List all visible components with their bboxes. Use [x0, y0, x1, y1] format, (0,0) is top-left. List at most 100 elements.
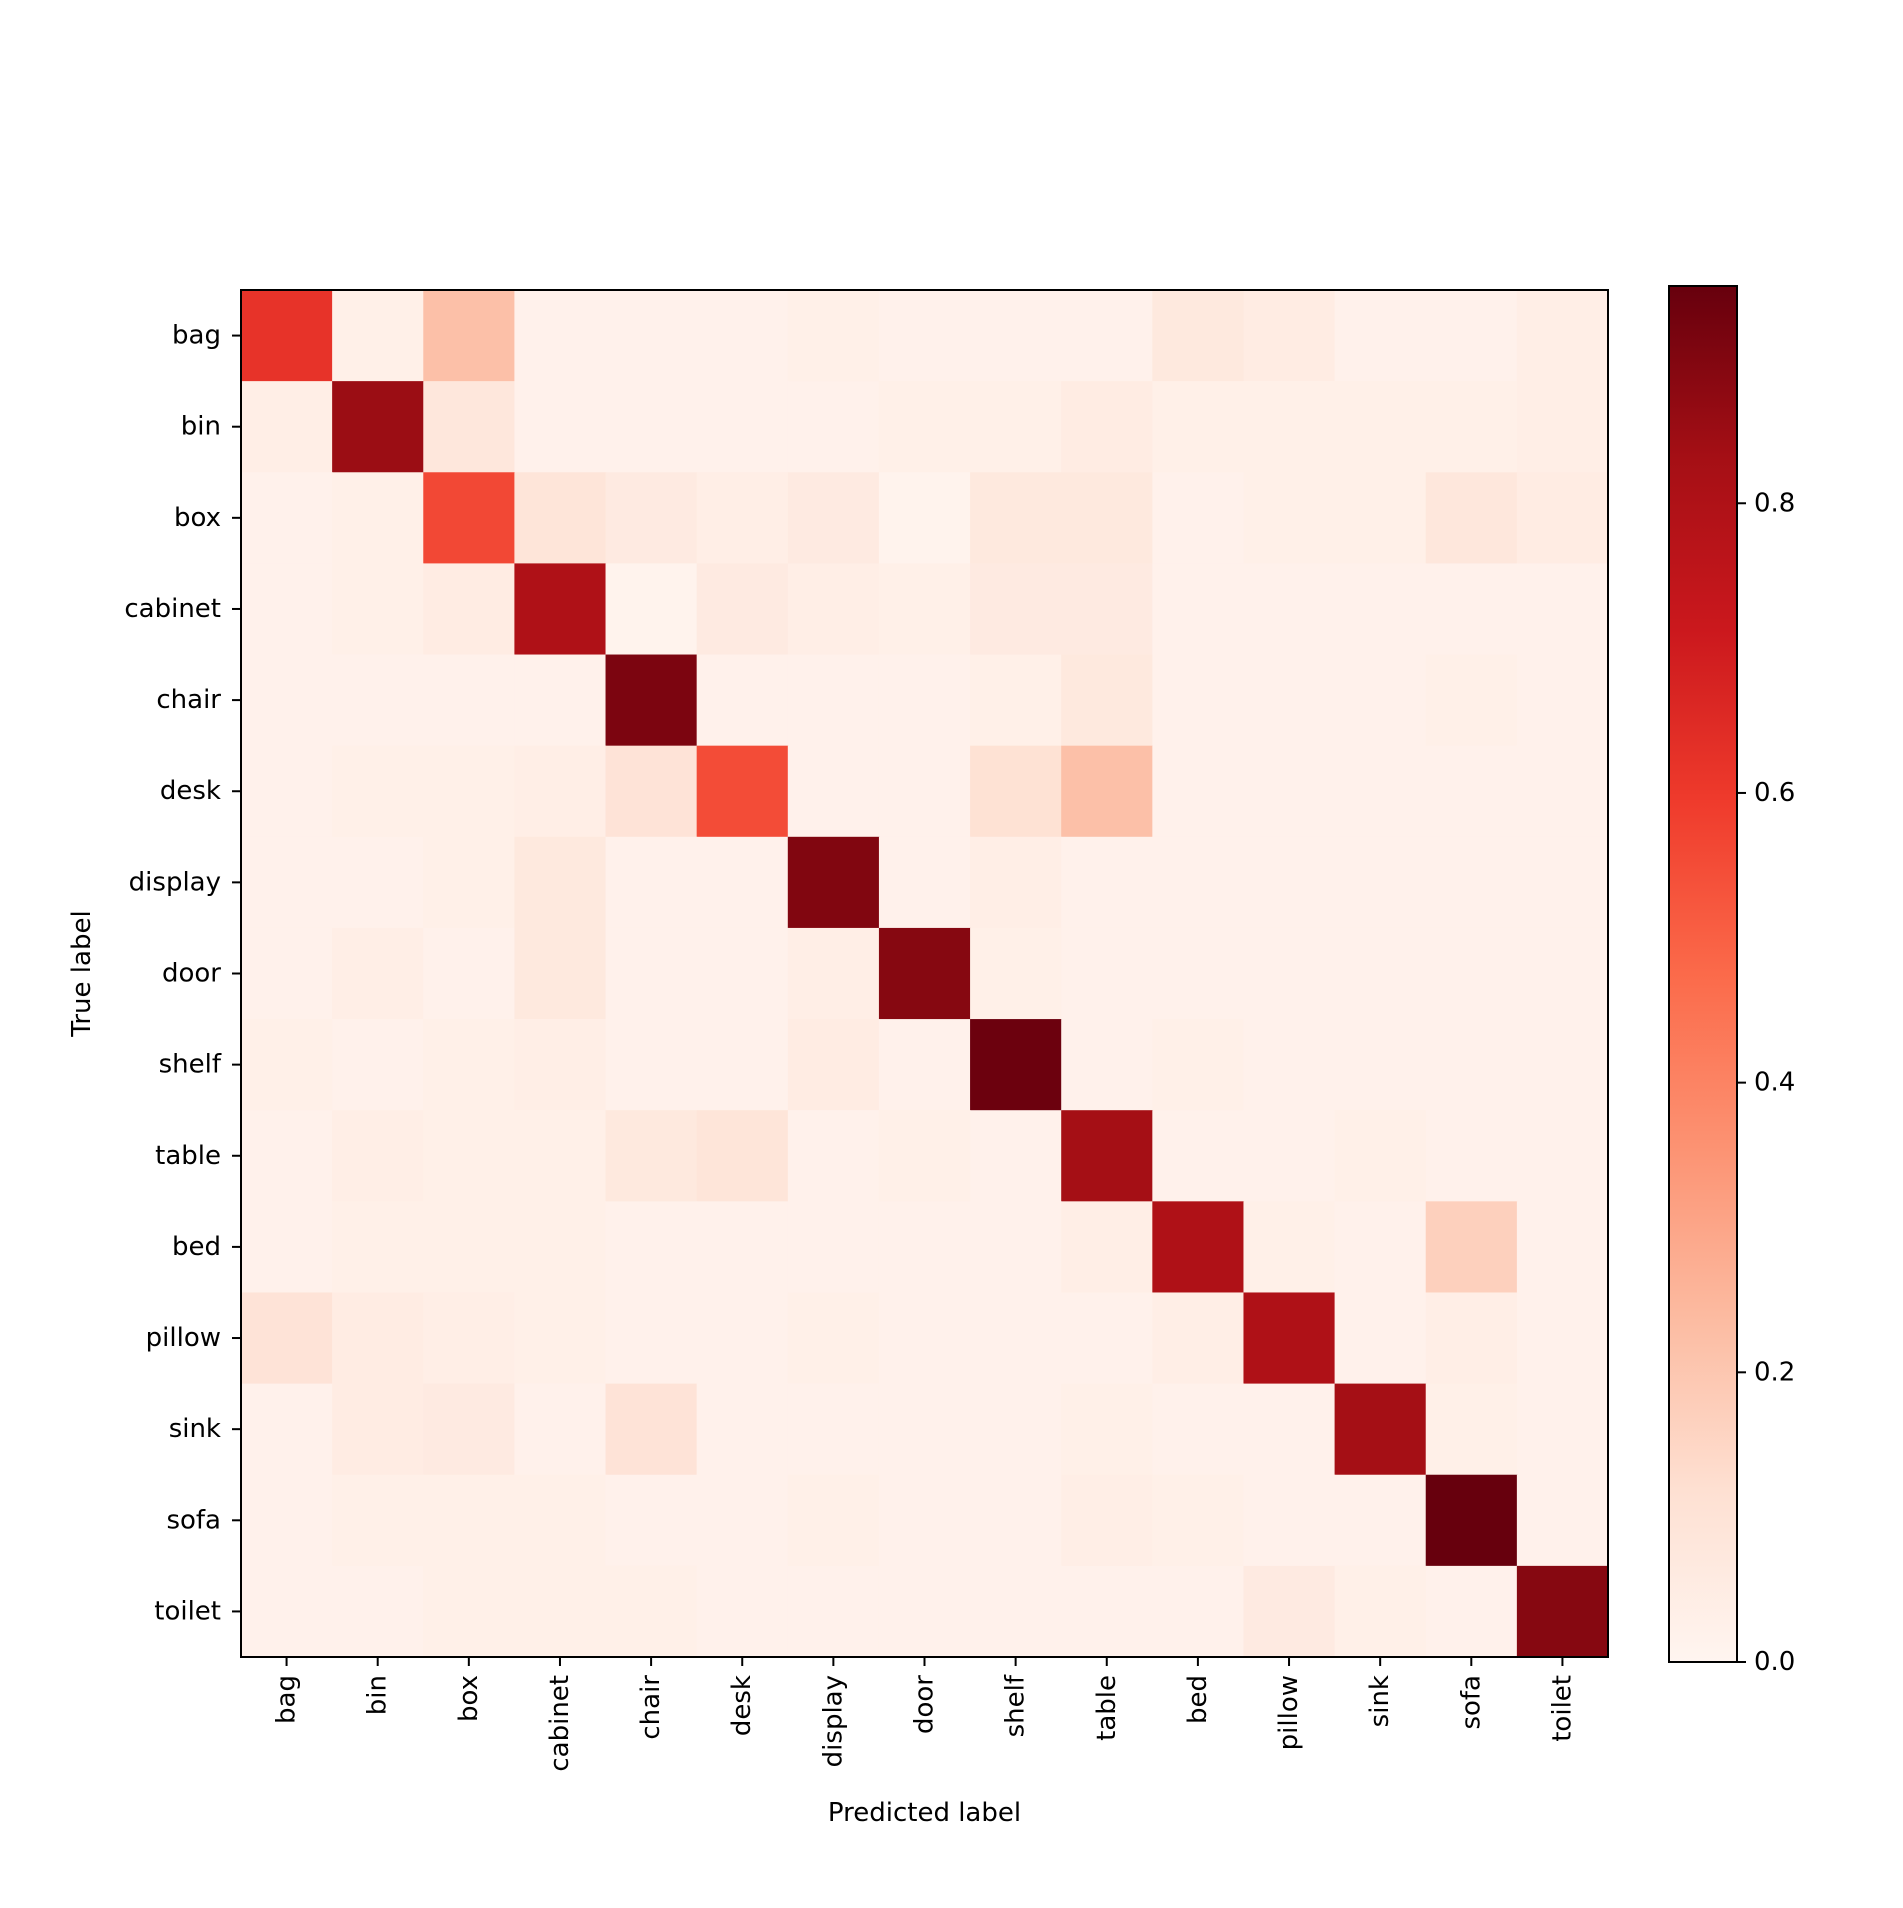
heatmap-cell-door-table — [1061, 927, 1153, 1020]
heatmap-cell-display-door — [878, 836, 971, 929]
heatmap-cell-toilet-display — [787, 1565, 880, 1658]
heatmap-cell-bag-bed — [1152, 290, 1245, 382]
heatmap-cell-pillow-door — [878, 1292, 971, 1385]
heatmap-cell-display-box — [423, 836, 515, 929]
heatmap-cell-door-bed — [1152, 927, 1245, 1020]
y-tick-label-sink: sink — [169, 1414, 221, 1444]
heatmap-cell-pillow-box — [423, 1292, 515, 1385]
y-axis-ticks: bag bin box cabinet chair desk display door shel… — [124, 321, 241, 1626]
heatmap-cell-display-desk — [696, 836, 789, 929]
x-tick-label-sofa: sofa — [1456, 1675, 1486, 1730]
x-tick-label-chair: chair — [636, 1675, 666, 1740]
heatmap-cell-shelf-cabinet — [514, 1019, 607, 1111]
heatmap-cell-pillow-sink — [1334, 1292, 1427, 1385]
heatmap-cell-desk-sofa — [1425, 745, 1518, 838]
heatmap-cell-pillow-bag — [241, 1292, 333, 1385]
heatmap-cell-door-shelf — [970, 927, 1062, 1020]
heatmap-cell-sink-cabinet — [514, 1383, 607, 1476]
heatmap-cell-chair-bag — [241, 654, 333, 747]
heatmap-cell-sofa-chair — [605, 1474, 698, 1567]
heatmap-cell-shelf-sink — [1334, 1019, 1427, 1111]
heatmap-cell-display-sink — [1334, 836, 1427, 929]
heatmap-cell-table-bin — [332, 1110, 424, 1202]
heatmap-cell-bed-shelf — [970, 1201, 1062, 1294]
heatmap-cell-bag-sink — [1334, 290, 1427, 382]
heatmap-cell-desk-bin — [332, 745, 424, 838]
heatmap-cell-desk-sink — [1334, 745, 1427, 838]
x-axis-label: Predicted label — [828, 1798, 1021, 1828]
heatmap-cell-chair-sink — [1334, 654, 1427, 747]
heatmap-cell-cabinet-table — [1061, 563, 1153, 656]
heatmap-cell-bag-bag — [241, 290, 333, 382]
heatmap-cell-pillow-shelf — [970, 1292, 1062, 1385]
heatmap-cell-display-chair — [605, 836, 698, 929]
heatmap-cell-shelf-bin — [332, 1019, 424, 1111]
heatmap-cell-bed-sofa — [1425, 1201, 1518, 1294]
heatmap-cell-bed-sink — [1334, 1201, 1427, 1294]
heatmap-cell-sink-bag — [241, 1383, 333, 1476]
heatmap-cell-box-table — [1061, 472, 1153, 564]
heatmap-cell-sink-table — [1061, 1383, 1153, 1476]
heatmap-cell-bag-door — [878, 290, 971, 382]
heatmap-cell-door-cabinet — [514, 927, 607, 1020]
heatmap-cell-shelf-toilet — [1516, 1019, 1609, 1111]
heatmap-cell-pillow-cabinet — [514, 1292, 607, 1385]
heatmap-cell-bag-bin — [332, 290, 424, 382]
heatmap-cell-desk-toilet — [1516, 745, 1609, 838]
y-tick-label-desk: desk — [160, 776, 221, 806]
heatmap-cell-box-bin — [332, 472, 424, 564]
x-tick-label-cabinet: cabinet — [545, 1675, 575, 1772]
heatmap-cell-display-toilet — [1516, 836, 1609, 929]
heatmap-cell-door-chair — [605, 927, 698, 1020]
heatmap-cell-desk-bag — [241, 745, 333, 838]
heatmap-cell-display-sofa — [1425, 836, 1518, 929]
heatmap-cell-bin-pillow — [1243, 381, 1336, 473]
heatmap-cell-box-chair — [605, 472, 698, 564]
heatmap-cell-bag-box — [423, 290, 515, 382]
heatmap-cell-toilet-sink — [1334, 1565, 1427, 1658]
heatmap-cell-chair-door — [878, 654, 971, 747]
heatmap-cell-bin-cabinet — [514, 381, 607, 473]
heatmap-cell-sofa-bed — [1152, 1474, 1245, 1567]
heatmap-cell-bed-desk — [696, 1201, 789, 1294]
heatmap-cell-sofa-display — [787, 1474, 880, 1567]
heatmap-cell-shelf-pillow — [1243, 1019, 1336, 1111]
heatmap-cell-desk-cabinet — [514, 745, 607, 838]
y-tick-label-bed: bed — [172, 1232, 221, 1262]
heatmap-cell-box-bag — [241, 472, 333, 564]
y-tick-label-shelf: shelf — [159, 1050, 222, 1080]
heatmap-cell-sofa-cabinet — [514, 1474, 607, 1567]
heatmap-cell-sink-bed — [1152, 1383, 1245, 1476]
heatmap-cell-door-door — [878, 927, 971, 1020]
y-tick-label-cabinet: cabinet — [124, 594, 221, 624]
y-tick-label-chair: chair — [156, 685, 221, 715]
y-tick-label-box: box — [174, 503, 221, 533]
heatmap-cell-chair-desk — [696, 654, 789, 747]
heatmap-cell-pillow-bed — [1152, 1292, 1245, 1385]
x-tick-label-desk: desk — [727, 1675, 757, 1736]
heatmap-cell-sofa-door — [878, 1474, 971, 1567]
heatmap-cell-shelf-shelf — [970, 1019, 1062, 1111]
colorbar-tick-label: 0.8 — [1754, 488, 1795, 518]
heatmap-cell-table-cabinet — [514, 1110, 607, 1202]
heatmap-cell-chair-table — [1061, 654, 1153, 747]
heatmap-cell-door-sink — [1334, 927, 1427, 1020]
heatmap-cell-sink-door — [878, 1383, 971, 1476]
heatmap-cell-pillow-desk — [696, 1292, 789, 1385]
heatmap-cell-bed-pillow — [1243, 1201, 1336, 1294]
heatmap-cell-pillow-sofa — [1425, 1292, 1518, 1385]
heatmap-cell-box-bed — [1152, 472, 1245, 564]
heatmap-cell-bed-toilet — [1516, 1201, 1609, 1294]
heatmap-cell-bed-bed — [1152, 1201, 1245, 1294]
heatmap-cell-bed-display — [787, 1201, 880, 1294]
y-tick-label-door: door — [162, 959, 221, 989]
heatmap-cell-door-sofa — [1425, 927, 1518, 1020]
heatmap-cell-table-door — [878, 1110, 971, 1202]
heatmap-cell-cabinet-chair — [605, 563, 698, 656]
heatmap-cell-cabinet-pillow — [1243, 563, 1336, 656]
heatmap-cell-chair-sofa — [1425, 654, 1518, 747]
heatmap-cell-sofa-bin — [332, 1474, 424, 1567]
heatmap-cell-bag-display — [787, 290, 880, 382]
heatmap-cell-desk-table — [1061, 745, 1153, 838]
